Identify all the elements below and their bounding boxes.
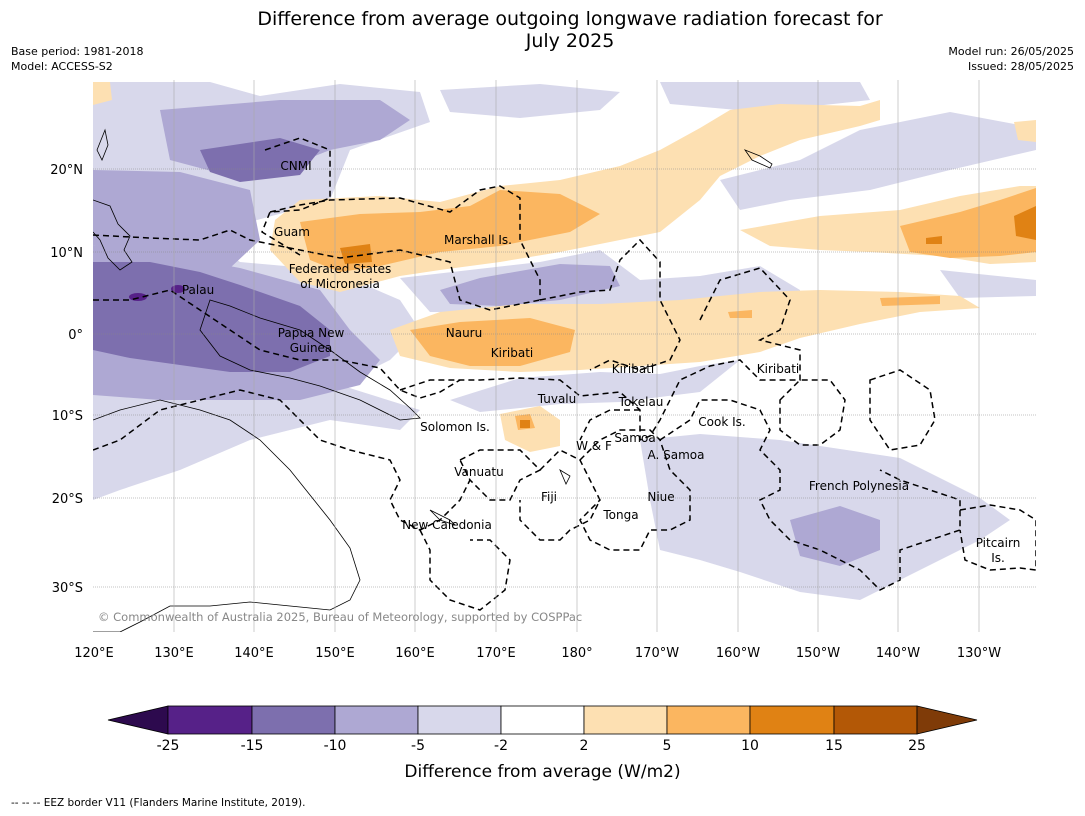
lon-label: 170°E [476, 646, 516, 661]
label-pitcairn-line1: Pitcairn [976, 536, 1021, 550]
label-cook: Cook Is. [698, 415, 745, 429]
label-fsm-line1: Federated States [289, 262, 391, 276]
label-american-samoa: A. Samoa [648, 448, 705, 462]
model-run: Model run: 26/05/2025 [948, 45, 1074, 58]
lon-label: 180° [561, 646, 592, 661]
label-png-line2: Guinea [290, 341, 333, 355]
base-period: Base period: 1981-2018 [11, 45, 144, 58]
lat-label: 0° [68, 328, 83, 343]
label-fiji: Fiji [541, 490, 557, 504]
label-fsm-line2: of Micronesia [300, 277, 380, 291]
colorbar-segment [833, 705, 918, 735]
colorbar-tick: 25 [908, 738, 926, 754]
title-line-2: July 2025 [525, 30, 615, 52]
colorbar-segment [334, 705, 419, 735]
lon-label: 170°W [635, 646, 679, 661]
lat-label: 10°N [50, 246, 83, 261]
lon-label: 160°E [395, 646, 435, 661]
label-new-caledonia: New Caledonia [402, 518, 492, 532]
title-line-1: Difference from average outgoing longwav… [257, 8, 883, 30]
colorbar-segment [666, 705, 751, 735]
label-guam: Guam [274, 225, 310, 239]
lon-label: 140°W [876, 646, 920, 661]
colorbar-segment [167, 705, 253, 735]
lon-label: 130°E [154, 646, 194, 661]
colorbar-tick: -25 [156, 738, 180, 754]
label-solomon: Solomon Is. [420, 420, 490, 434]
colorbar [107, 705, 978, 735]
colorbar-tick: -2 [494, 738, 508, 754]
colorbar-tick: 10 [741, 738, 759, 754]
colorbar-segment [749, 705, 835, 735]
anomaly-dark-purple [93, 138, 330, 372]
lat-label: 10°S [52, 409, 83, 424]
label-kiribati-west: Kiribati [491, 346, 533, 360]
coastlines [93, 128, 773, 632]
lat-label: 20°N [50, 163, 83, 178]
issued-date: Issued: 28/05/2025 [967, 60, 1074, 73]
label-niue: Niue [647, 490, 674, 504]
label-wallis-futuna: W & F [576, 439, 612, 453]
label-french-polynesia: French Polynesia [809, 479, 909, 493]
label-kiribati-east: Kiribati [757, 362, 799, 376]
colorbar-segment [417, 705, 502, 735]
lon-label: 120°E [74, 646, 114, 661]
lon-label: 150°W [796, 646, 840, 661]
colorbar-tick: -15 [240, 738, 264, 754]
label-samoa: Samoa [614, 431, 655, 445]
label-tonga: Tonga [602, 508, 638, 522]
colorbar-max-arrow [916, 705, 978, 735]
eez-borders [93, 137, 1036, 611]
colorbar-segment [500, 705, 585, 735]
anomaly-dark-orange [340, 206, 1036, 428]
lon-gridlines [173, 80, 980, 632]
colorbar-segment [251, 705, 336, 735]
label-png-line1: Papua New [278, 326, 345, 340]
label-tuvalu: Tuvalu [537, 392, 577, 406]
lon-label: 140°E [234, 646, 274, 661]
label-marshall: Marshall Is. [444, 233, 512, 247]
colorbar-min-arrow [107, 705, 169, 735]
label-cnmi: CNMI [280, 159, 311, 173]
label-palau: Palau [182, 283, 214, 297]
lon-label: 130°W [957, 646, 1001, 661]
colorbar-tick: -10 [323, 738, 347, 754]
label-pitcairn-line2: Is. [991, 551, 1005, 565]
colorbar-tick: 5 [662, 738, 672, 754]
label-tokelau: Tokelau [618, 395, 664, 409]
colorbar-tick: -5 [411, 738, 425, 754]
label-nauru: Nauru [446, 326, 482, 340]
colorbar-segment [583, 705, 668, 735]
label-kiribati-central: Kiribati [612, 362, 654, 376]
lat-label: 20°S [52, 492, 83, 507]
lon-label: 160°W [716, 646, 760, 661]
colorbar-label: Difference from average (W/m2) [404, 762, 681, 782]
eez-legend-note: -- -- -- EEZ border V11 (Flanders Marine… [11, 797, 306, 809]
lon-label: 150°E [315, 646, 355, 661]
model-name: Model: ACCESS-S2 [11, 60, 113, 73]
colorbar-tick: 2 [579, 738, 589, 754]
copyright-text: © Commonwealth of Australia 2025, Bureau… [98, 610, 582, 624]
colorbar-tick: 15 [825, 738, 843, 754]
lat-label: 30°S [52, 581, 83, 596]
label-vanuatu: Vanuatu [454, 465, 504, 479]
